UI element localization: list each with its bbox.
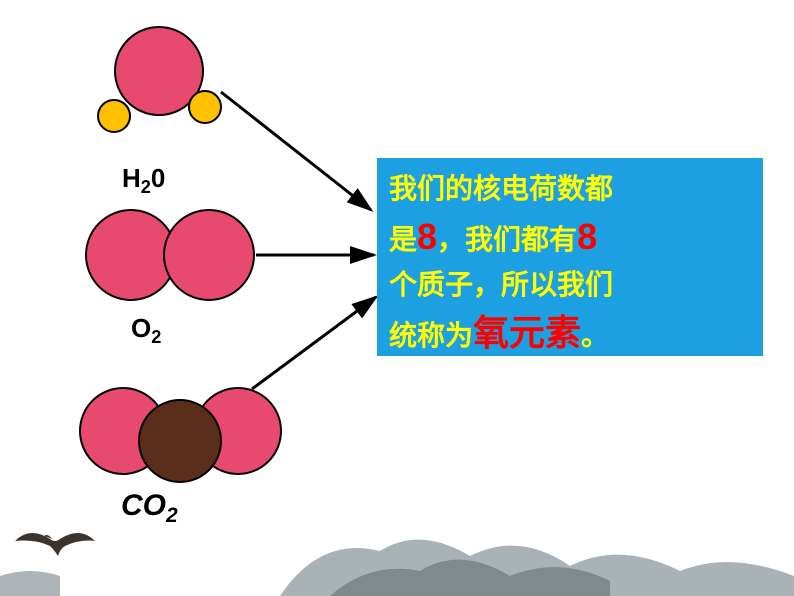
eagle-icon — [10, 521, 100, 566]
label-h2o: H20 — [122, 163, 165, 198]
atom-oxygen — [163, 209, 255, 301]
atom-hydrogen — [188, 90, 222, 124]
atom-carbon — [138, 399, 222, 483]
footer-scenery — [0, 516, 794, 596]
explanation-box: 我们的核电荷数都是8，我们都有8个质子，所以我们统称为氧元素。 — [377, 158, 763, 356]
atom-hydrogen — [97, 99, 131, 133]
label-o2: O2 — [131, 313, 161, 348]
